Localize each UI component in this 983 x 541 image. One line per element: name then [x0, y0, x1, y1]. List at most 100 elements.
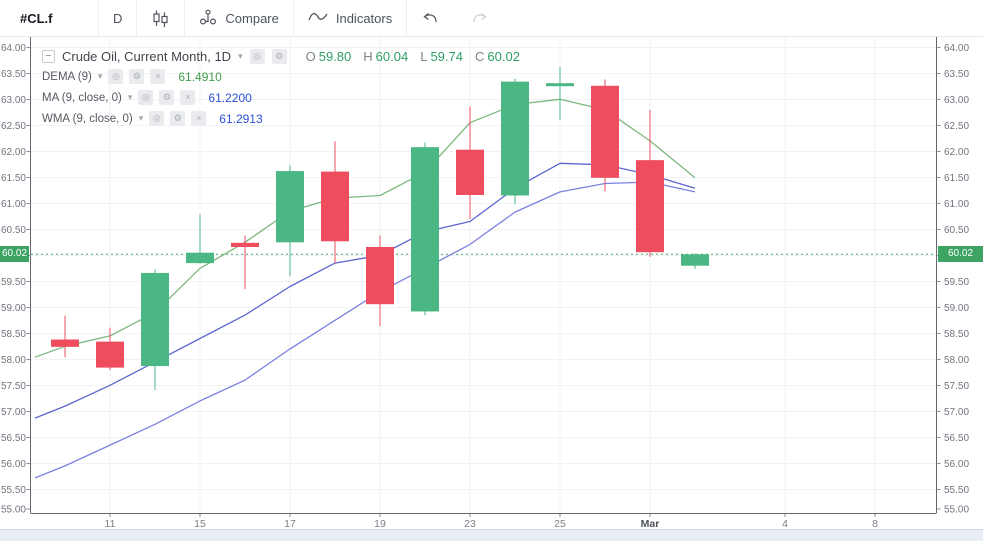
candle-body	[231, 242, 259, 247]
high-label: H	[363, 48, 373, 64]
price-axis-label-right: 55.50	[944, 485, 969, 496]
indicator-name[interactable]: WMA (9, close, 0)	[42, 112, 133, 125]
symbol-input[interactable]: #CL.f	[20, 10, 53, 26]
candle-body	[141, 272, 169, 367]
indicators-label: Indicators	[335, 10, 393, 26]
undo-button[interactable]	[407, 0, 455, 36]
time-axis-label: 23	[464, 518, 476, 530]
candle-body	[501, 81, 529, 196]
close-value: 60.02	[487, 48, 520, 64]
low-value: 59.74	[430, 48, 463, 64]
chart-legend: − Crude Oil, Current Month, 1D ▾ ◎ ⚙ O 59…	[42, 46, 520, 129]
candle-body	[366, 246, 394, 305]
chevron-down-icon[interactable]: ▾	[97, 71, 103, 81]
indicator-name[interactable]: MA (9, close, 0)	[42, 91, 122, 104]
collapse-legend-icon[interactable]: −	[42, 49, 55, 63]
candle-body	[591, 85, 619, 178]
chart-type-button[interactable]	[137, 0, 184, 36]
price-axis-label-left: 58.00	[1, 355, 26, 366]
time-axis-label: 17	[284, 518, 296, 530]
price-axis-label-right: 61.50	[944, 173, 969, 184]
series-line-wma	[34, 162, 696, 419]
price-axis-label-left: 64.00	[1, 43, 26, 54]
gear-icon[interactable]: ⚙	[129, 69, 145, 84]
interval-button[interactable]: D	[113, 10, 123, 26]
low-label: L	[420, 48, 428, 64]
price-axis-label-right: 64.00	[944, 43, 969, 54]
candlestick-style-icon	[151, 9, 170, 28]
toolbar-divider	[184, 0, 186, 37]
chevron-down-icon[interactable]: ▾	[127, 92, 133, 102]
close-icon[interactable]: ×	[150, 69, 166, 84]
candle-body	[636, 160, 664, 253]
price-axis-label-left: 61.00	[1, 199, 26, 210]
price-axis-label-right: 61.00	[944, 199, 969, 210]
price-axis-label-left: 55.50	[1, 485, 26, 496]
open-label: O	[305, 48, 316, 64]
eye-icon[interactable]: ◎	[108, 69, 124, 84]
indicator-value: 61.2913	[219, 111, 263, 126]
candle-body	[681, 254, 709, 266]
price-axis-label-right: 56.50	[944, 433, 969, 444]
price-axis-label-left: 57.50	[1, 381, 26, 392]
price-axis-label-left: 59.00	[1, 303, 26, 314]
time-axis[interactable]	[30, 513, 937, 529]
price-axis-label-right: 62.50	[944, 121, 969, 132]
eye-icon[interactable]: ◎	[249, 48, 265, 64]
redo-button[interactable]	[455, 0, 503, 36]
compare-button[interactable]: Compare	[185, 0, 292, 36]
price-axis-label-right: 58.50	[944, 329, 969, 340]
redo-icon	[469, 10, 489, 26]
indicator-row-wma: WMA (9, close, 0) ▾ ◎ ⚙ × 61.2913	[42, 108, 520, 129]
indicator-value: 61.4910	[178, 69, 222, 84]
chevron-down-icon[interactable]: ▾	[238, 50, 243, 61]
indicator-value: 61.2200	[208, 90, 252, 105]
gear-icon[interactable]: ⚙	[271, 48, 287, 64]
open-value: 59.80	[318, 48, 352, 64]
gear-icon[interactable]: ⚙	[170, 111, 186, 126]
undo-icon	[421, 10, 441, 26]
price-axis-label-left: 56.50	[1, 433, 26, 444]
bottom-bar[interactable]	[0, 529, 983, 541]
price-axis-label-left: 55.00	[1, 505, 26, 516]
indicator-row-dema: DEMA (9) ▾ ◎ ⚙ × 61.4910	[42, 66, 520, 87]
indicator-name[interactable]: DEMA (9)	[42, 70, 92, 83]
eye-icon[interactable]: ◎	[138, 90, 154, 105]
compare-label: Compare	[225, 10, 279, 26]
indicators-icon	[308, 10, 328, 27]
time-axis-label: 11	[105, 518, 116, 530]
price-axis-label-left: 56.00	[1, 459, 26, 470]
price-axis-label-left: 58.50	[1, 329, 26, 340]
left-price-axis[interactable]	[0, 37, 30, 513]
gear-icon[interactable]: ⚙	[159, 90, 175, 105]
toolbar-divider	[136, 0, 138, 37]
chevron-down-icon[interactable]: ▾	[138, 113, 144, 123]
price-axis-label-left: 59.50	[1, 277, 26, 288]
time-axis-label: Mar	[641, 518, 660, 530]
candle-body	[276, 171, 304, 243]
top-toolbar: #CL.f D	[0, 0, 983, 37]
time-axis-label: 8	[872, 518, 878, 530]
time-axis-label: 25	[554, 518, 566, 530]
price-axis-label-left: 61.50	[1, 173, 26, 184]
eye-icon[interactable]: ◎	[149, 111, 165, 126]
toolbar-divider	[292, 0, 294, 37]
price-axis-label-left: 63.00	[1, 95, 26, 106]
candle-body	[96, 341, 124, 368]
price-axis-label-right: 58.00	[944, 355, 969, 366]
close-icon[interactable]: ×	[191, 111, 207, 126]
close-icon[interactable]: ×	[180, 90, 196, 105]
price-axis-label-left: 57.00	[1, 407, 26, 418]
indicators-button[interactable]: Indicators	[294, 0, 406, 36]
ohlc-values: O 59.80 H 60.04 L 59.74 C 60.02	[306, 49, 520, 64]
time-axis-label: 19	[374, 518, 386, 530]
right-price-axis[interactable]	[937, 37, 983, 513]
price-axis-label-left: 62.00	[1, 147, 26, 158]
price-axis-label-left: 63.50	[1, 69, 26, 80]
candle-body	[411, 147, 439, 312]
last-price-badge-right: 60.02	[938, 246, 983, 262]
price-axis-label-right: 55.00	[944, 505, 969, 516]
legend-title[interactable]: Crude Oil, Current Month, 1D	[62, 48, 232, 64]
